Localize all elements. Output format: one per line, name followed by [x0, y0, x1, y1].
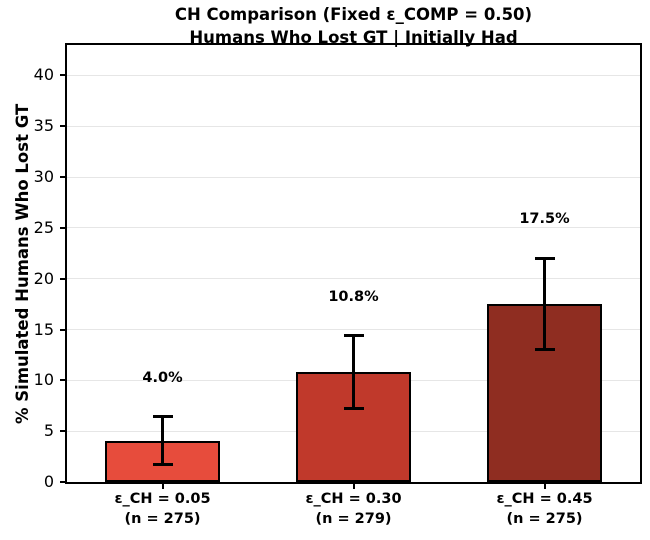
y-tick-mark	[60, 226, 67, 229]
y-tick-mark	[60, 277, 67, 280]
bar	[105, 441, 220, 482]
y-tick-mark	[60, 430, 67, 433]
error-bar-cap-top	[343, 334, 364, 338]
chart-title: CH Comparison (Fixed ε_COMP = 0.50) Huma…	[67, 3, 640, 49]
value-label: 4.0%	[142, 369, 183, 386]
y-tick-label: 35	[33, 116, 54, 136]
x-tick-label-line2: (n = 275)	[506, 511, 583, 527]
y-tick-mark	[60, 328, 67, 331]
y-tick-label: 5	[43, 421, 54, 441]
y-tick-mark	[60, 125, 67, 128]
error-bar-cap-top	[534, 256, 555, 260]
error-bar-cap-bottom	[534, 348, 555, 352]
value-label: 17.5%	[519, 211, 570, 228]
y-axis-label: % Simulated Humans Who Lost GT	[13, 103, 32, 424]
chart-title-line1: CH Comparison (Fixed ε_COMP = 0.50)	[174, 5, 533, 24]
y-tick-label: 40	[33, 65, 54, 85]
y-tick-mark	[60, 379, 67, 382]
y-tick-mark	[60, 74, 67, 77]
plot-area	[65, 43, 642, 484]
error-bar-line	[352, 335, 355, 409]
y-tick-label: 25	[33, 217, 54, 237]
gridline	[67, 227, 640, 229]
x-tick-mark	[161, 484, 164, 489]
x-tick-mark	[543, 484, 546, 489]
x-tick-label-line1: ε_CH = 0.45	[496, 491, 593, 507]
x-tick-mark	[352, 484, 355, 489]
error-bar-cap-bottom	[343, 407, 364, 411]
gridline	[67, 74, 640, 76]
y-tick-label: 0	[43, 472, 54, 491]
x-tick-label-line1: ε_CH = 0.30	[305, 491, 402, 507]
x-tick-label-line2: (n = 275)	[124, 511, 201, 527]
y-tick-mark	[60, 176, 67, 179]
gridline	[67, 278, 640, 280]
y-tick-label: 30	[33, 167, 54, 187]
gridline	[67, 329, 640, 331]
error-bar-cap-bottom	[152, 463, 173, 467]
gridline	[67, 176, 640, 178]
y-tick-mark	[60, 481, 67, 483]
error-bar-line	[161, 416, 164, 465]
value-label: 10.8%	[328, 288, 379, 305]
x-tick-label-line2: (n = 279)	[315, 511, 392, 527]
gridline	[67, 125, 640, 127]
error-bar-line	[543, 258, 546, 350]
chart-title-line2: Humans Who Lost GT | Initially Had	[189, 28, 518, 47]
y-tick-label: 10	[33, 370, 54, 390]
y-tick-label: 15	[33, 319, 54, 339]
y-tick-label: 20	[33, 268, 54, 288]
error-bar-cap-top	[152, 415, 173, 419]
x-tick-label-line1: ε_CH = 0.05	[114, 491, 211, 507]
